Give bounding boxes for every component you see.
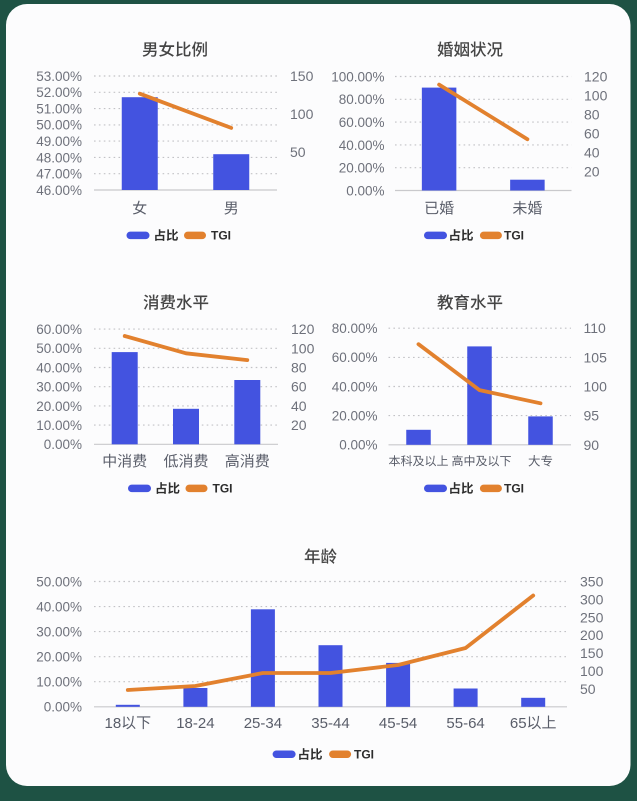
svg-text:100: 100 bbox=[580, 663, 604, 679]
svg-text:35-44: 35-44 bbox=[311, 715, 349, 732]
svg-text:150: 150 bbox=[290, 68, 314, 84]
svg-text:46.00%: 46.00% bbox=[36, 183, 82, 198]
svg-text:40: 40 bbox=[584, 145, 600, 161]
svg-text:18-24: 18-24 bbox=[176, 715, 214, 732]
svg-text:50.00%: 50.00% bbox=[36, 118, 82, 133]
svg-text:20.00%: 20.00% bbox=[36, 650, 82, 665]
svg-text:100.00%: 100.00% bbox=[331, 69, 384, 84]
svg-text:100: 100 bbox=[584, 379, 608, 395]
svg-text:45-54: 45-54 bbox=[379, 715, 417, 732]
svg-text:0.00%: 0.00% bbox=[339, 438, 377, 453]
svg-text:TGI: TGI bbox=[504, 229, 524, 243]
svg-text:20: 20 bbox=[291, 417, 307, 433]
svg-text:20: 20 bbox=[584, 164, 600, 180]
svg-text:95: 95 bbox=[584, 408, 600, 424]
svg-text:110: 110 bbox=[584, 320, 607, 336]
svg-text:100: 100 bbox=[291, 340, 315, 356]
svg-text:80: 80 bbox=[291, 360, 307, 376]
svg-text:TGI: TGI bbox=[211, 229, 231, 243]
svg-text:TGI: TGI bbox=[354, 748, 374, 762]
svg-text:250: 250 bbox=[580, 609, 604, 625]
svg-text:25-34: 25-34 bbox=[244, 715, 282, 732]
svg-text:20.00%: 20.00% bbox=[339, 161, 385, 176]
svg-text:30.00%: 30.00% bbox=[36, 625, 82, 640]
svg-text:48.00%: 48.00% bbox=[36, 150, 82, 165]
svg-text:150: 150 bbox=[580, 645, 604, 661]
svg-text:50: 50 bbox=[580, 681, 596, 697]
svg-text:55-64: 55-64 bbox=[446, 715, 484, 732]
svg-text:50: 50 bbox=[290, 144, 306, 160]
svg-text:90: 90 bbox=[584, 437, 600, 453]
svg-text:51.00%: 51.00% bbox=[36, 101, 82, 116]
svg-text:TGI: TGI bbox=[504, 482, 524, 496]
svg-text:350: 350 bbox=[580, 574, 604, 590]
svg-text:40.00%: 40.00% bbox=[339, 138, 385, 153]
svg-text:40.00%: 40.00% bbox=[332, 379, 378, 394]
svg-text:60.00%: 60.00% bbox=[339, 115, 385, 130]
svg-text:100: 100 bbox=[290, 106, 314, 122]
svg-text:52.00%: 52.00% bbox=[36, 85, 82, 100]
svg-text:60.00%: 60.00% bbox=[332, 350, 378, 365]
svg-text:60: 60 bbox=[584, 126, 600, 142]
svg-text:30.00%: 30.00% bbox=[36, 380, 82, 395]
svg-text:105: 105 bbox=[584, 349, 608, 365]
svg-text:120: 120 bbox=[291, 321, 315, 337]
svg-text:60: 60 bbox=[291, 379, 307, 395]
svg-text:80.00%: 80.00% bbox=[339, 92, 385, 107]
svg-text:10.00%: 10.00% bbox=[36, 675, 82, 690]
svg-text:0.00%: 0.00% bbox=[346, 183, 384, 198]
svg-text:10.00%: 10.00% bbox=[36, 418, 82, 433]
svg-text:50.00%: 50.00% bbox=[36, 341, 82, 356]
svg-text:300: 300 bbox=[580, 591, 604, 607]
svg-text:20.00%: 20.00% bbox=[332, 409, 378, 424]
svg-text:120: 120 bbox=[584, 69, 608, 85]
svg-text:50.00%: 50.00% bbox=[36, 574, 82, 589]
svg-text:80: 80 bbox=[584, 107, 600, 123]
svg-text:200: 200 bbox=[580, 627, 604, 643]
svg-text:65: 65 bbox=[510, 715, 527, 732]
svg-text:0.00%: 0.00% bbox=[44, 700, 82, 715]
svg-text:60.00%: 60.00% bbox=[36, 322, 82, 337]
svg-text:40.00%: 40.00% bbox=[36, 599, 82, 614]
svg-text:40.00%: 40.00% bbox=[36, 360, 82, 375]
svg-text:TGI: TGI bbox=[213, 482, 233, 496]
svg-text:18: 18 bbox=[105, 715, 122, 732]
svg-text:49.00%: 49.00% bbox=[36, 134, 82, 149]
svg-text:100: 100 bbox=[584, 88, 608, 104]
svg-text:40: 40 bbox=[291, 398, 307, 414]
svg-text:47.00%: 47.00% bbox=[36, 167, 82, 182]
svg-text:20.00%: 20.00% bbox=[36, 399, 82, 414]
svg-text:80.00%: 80.00% bbox=[332, 321, 378, 336]
svg-text:53.00%: 53.00% bbox=[36, 69, 82, 84]
svg-text:0.00%: 0.00% bbox=[44, 437, 82, 452]
